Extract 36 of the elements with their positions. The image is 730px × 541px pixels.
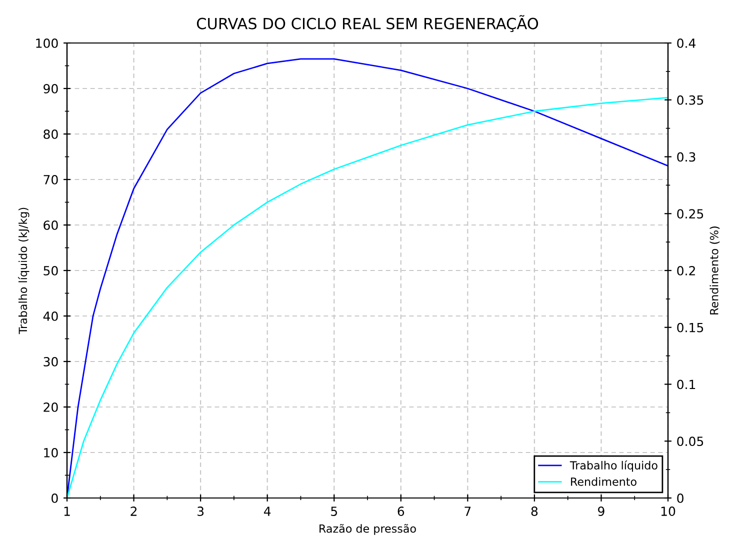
x-tick-label: 4 <box>264 506 271 516</box>
x-axis-title: Razão de pressão <box>320 524 416 535</box>
y2-tick-label: 0.25 <box>677 209 704 219</box>
y-tick-label: 20 <box>44 402 58 412</box>
chart-title: CURVAS DO CICLO REAL SEM REGENERAÇÃO <box>196 15 538 32</box>
y-tick-label: 70 <box>44 174 58 184</box>
y-tick-label: 50 <box>44 266 58 276</box>
y-tick-label: 40 <box>43 311 58 321</box>
y-axis-title: Trabalho líquido (kJ/kg) <box>18 208 30 334</box>
y2-tick-label: 0.1 <box>677 380 696 390</box>
y2-tick-label: 0 <box>677 493 684 503</box>
y2-tick-label: 0.3 <box>677 152 696 162</box>
y2-axis-title: Rendimento (%) <box>710 226 720 314</box>
x-tick-label: 2 <box>130 506 136 516</box>
y-tick-label: 30 <box>44 356 58 366</box>
x-tick-label: 3 <box>198 506 204 516</box>
y2-tick-label: 0.15 <box>677 322 704 332</box>
y-tick-label: 90 <box>44 84 58 94</box>
y-tick-label: 80 <box>44 129 58 139</box>
legend-label: Trabalho líquido <box>570 460 658 472</box>
y2-tick-label: 0.4 <box>677 38 696 48</box>
x-tick-label: 10 <box>661 506 676 516</box>
y-tick-label: 0 <box>52 493 58 503</box>
x-tick-label: 5 <box>331 506 337 516</box>
x-tick-label: 7 <box>464 506 471 516</box>
y2-tick-label: 0.35 <box>677 95 704 105</box>
y-tick-label: 10 <box>44 448 58 458</box>
y-tick-label: 100 <box>36 38 58 48</box>
y-tick-label: 60 <box>44 220 58 230</box>
legend-label: Rendimento <box>571 477 636 486</box>
y2-tick-label: 0.05 <box>677 436 704 446</box>
y2-tick-label: 0.2 <box>677 266 695 276</box>
x-tick-label: 9 <box>598 506 604 516</box>
x-tick-label: 8 <box>531 506 538 516</box>
x-tick-label: 1 <box>64 506 70 516</box>
x-tick-label: 6 <box>398 506 404 516</box>
